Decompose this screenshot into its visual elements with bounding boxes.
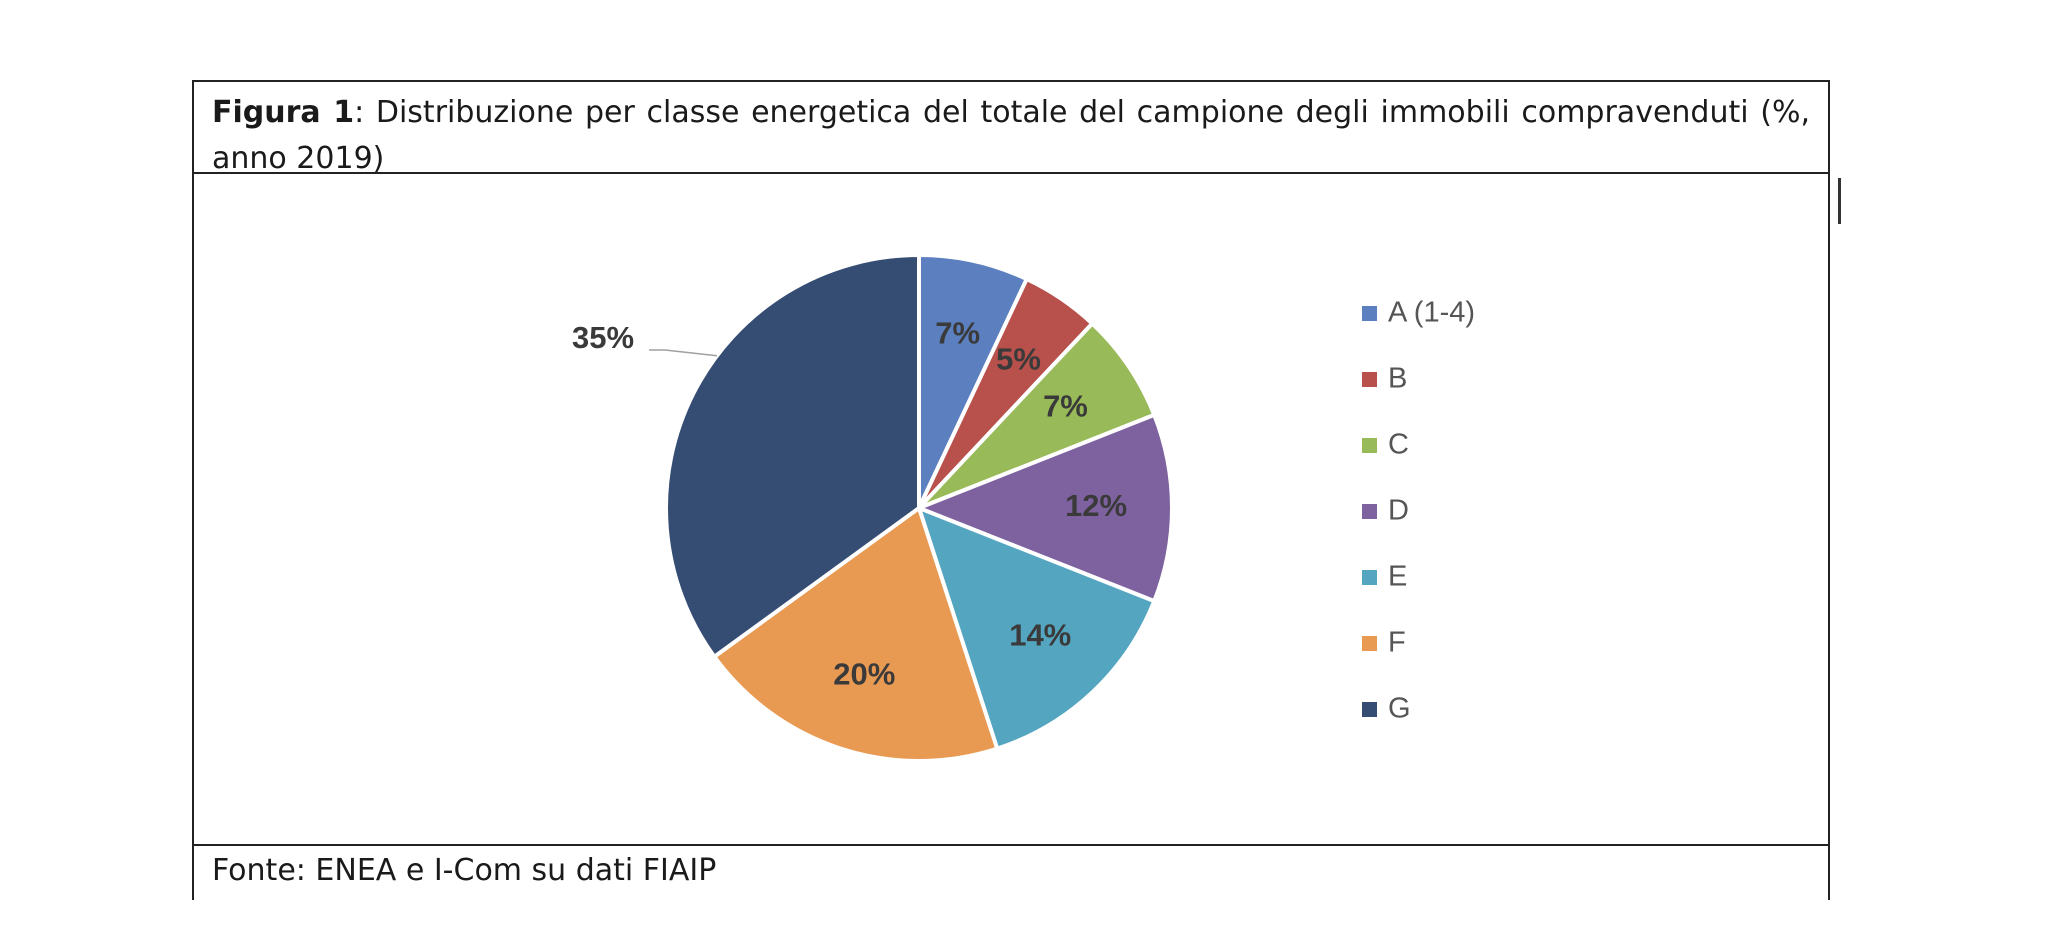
pie-slice-a-1-4: [917, 252, 1030, 509]
legend-swatch-b: [1362, 372, 1377, 387]
leader-line-g: [649, 349, 718, 357]
data-label-f: 20%: [833, 657, 895, 692]
legend-label-f: F: [1388, 627, 1406, 659]
data-label-b: 5%: [996, 342, 1041, 377]
legend-swatch-a-1-4: [1362, 306, 1377, 321]
data-label-a-1-4: 7%: [935, 315, 980, 350]
legend-swatch-e: [1362, 570, 1377, 585]
source-note: Fonte: ENEA e I-Com su dati FIAIP: [212, 853, 717, 888]
legend-label-d: D: [1388, 495, 1409, 527]
text-cursor-mark: [1838, 178, 1841, 224]
legend-label-g: G: [1388, 693, 1411, 725]
legend-swatch-g: [1362, 702, 1377, 717]
legend-label-a-1-4: A (1-4): [1388, 297, 1475, 329]
legend-swatch-d: [1362, 504, 1377, 519]
data-label-g: 35%: [572, 320, 634, 355]
caption-label: Figura 1: [212, 95, 355, 130]
pie-slice-f: [711, 504, 1000, 763]
pie-slice-c: [917, 320, 1157, 510]
pie-slice-g: [664, 252, 921, 660]
data-label-e: 14%: [1009, 617, 1071, 652]
data-label-c: 7%: [1043, 389, 1088, 424]
caption-text: : Distribuzione per classe energetica de…: [212, 95, 1810, 176]
figure-caption: Figura 1: Distribuzione per classe energ…: [194, 82, 1828, 176]
legend-swatch-c: [1362, 438, 1377, 453]
legend-label-b: B: [1388, 363, 1407, 395]
legend-label-c: C: [1388, 429, 1409, 461]
legend-label-e: E: [1388, 561, 1407, 593]
chart-area: 7% 5% 7% 12% 14% 20% 35% A (1-4) B C D E F G: [194, 174, 1828, 846]
legend-swatch-f: [1362, 636, 1377, 651]
figure-table: Figura 1: Distribuzione per classe energ…: [192, 80, 1830, 900]
pie-slice-d: [913, 412, 1174, 604]
data-label-d: 12%: [1065, 488, 1127, 523]
